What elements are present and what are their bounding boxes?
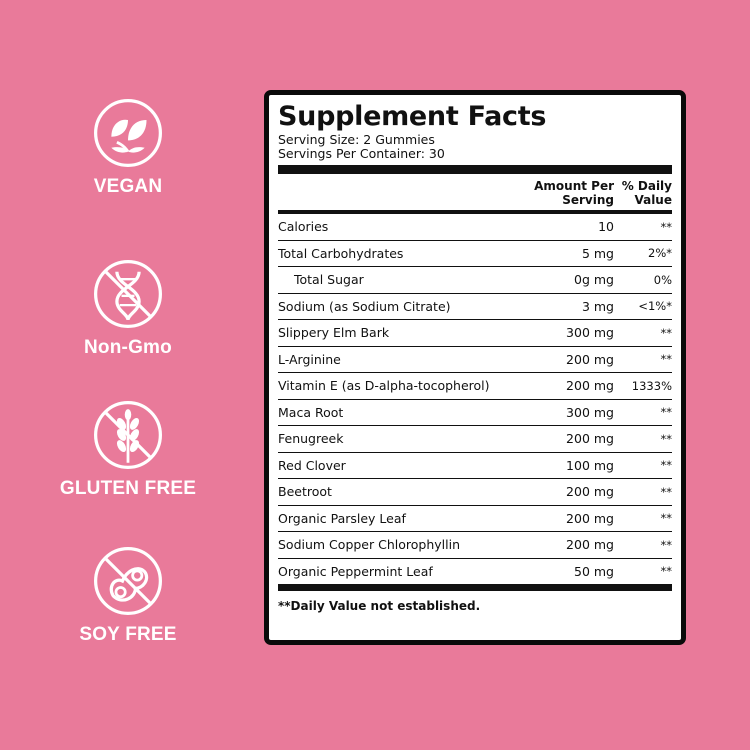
table-row: Organic Parsley Leaf 200 mg ** [278,506,673,532]
gluten-free-label: GLUTEN FREE [59,478,197,499]
table-row: Slippery Elm Bark 300 mg ** [278,320,672,347]
nutrient-daily-value: ** [660,325,673,340]
gluten-free-badge: GLUTEN FREE [58,398,198,500]
nutrient-name: Fenugreek [278,431,344,447]
table-row: Total Sugar 0g mg 0% [278,267,672,294]
nutrient-amount: 200 mg [566,351,614,367]
bottom-divider [278,585,672,591]
nutrient-daily-value: ** [660,537,673,552]
non-gmo-badge: Non-Gmo [58,257,198,359]
nutrient-amount: 200 mg [566,484,614,500]
wheat-crossed-icon [94,401,162,469]
nutrient-amount: 200 mg [566,431,614,447]
facts-title: Supplement Facts [278,101,547,132]
nutrient-daily-value: 2%* [648,246,672,261]
table-row: Sodium (as Sodium Citrate) 3 mg <1%* [278,294,672,320]
nutrient-daily-value: ** [660,484,673,499]
nutrient-daily-value: ** [660,564,673,579]
nutrient-daily-value: ** [660,458,673,473]
table-row: Calories 10 ** [278,214,672,241]
nutrient-name: Organic Peppermint Leaf [278,563,433,579]
table-row: Sodium Copper Chlorophyllin 200 mg ** [278,532,672,559]
nutrient-name: Calories [278,219,329,235]
nutrient-amount: 200 mg [566,510,614,526]
table-row: Beetroot 200 mg ** [278,479,672,506]
nutrient-amount: 3 mg [581,298,614,314]
table-row: Red Clover 100 mg ** [278,453,673,479]
nutrient-daily-value: 1333% [631,378,672,393]
amount-header-line-1: Amount Per [534,179,614,193]
soybean-crossed-icon [94,547,162,615]
servings-per-container: Servings Per Container: 30 [278,146,445,161]
nutrient-name: L-Arginine [278,351,341,367]
dv-header-line-1: % Daily [621,179,672,193]
table-row: L-Arginine 200 mg ** [278,347,673,373]
footnote: **Daily Value not established. [278,599,481,613]
nutrient-name: Sodium (as Sodium Citrate) [278,298,451,314]
table-row: Total Carbohydrates 5 mg 2%* [278,241,672,267]
nutrient-amount: 100 mg [566,457,614,473]
nutrient-daily-value: ** [660,352,673,367]
header-divider [278,210,672,214]
column-header: Amount Per Serving % Daily Value [278,174,672,210]
nutrient-name: Vitamin E (as D-alpha-tocopherol) [278,378,490,394]
leaf-icon [94,99,162,167]
nutrient-name: Total Sugar [294,272,364,288]
nutrient-daily-value: <1%* [638,299,672,314]
dna-crossed-icon [94,260,162,328]
nutrient-daily-value: ** [660,405,673,420]
nutrient-name: Slippery Elm Bark [278,325,390,341]
nutrient-amount: 0g mg [574,272,614,288]
soy-free-badge: SOY FREE [58,544,198,646]
serving-size: Serving Size: 2 Gummies [278,132,435,147]
non-gmo-label: Non-Gmo [84,337,172,358]
vegan-badge: VEGAN [58,96,198,198]
nutrient-amount: 50 mg [574,563,614,579]
vegan-label: VEGAN [93,176,163,197]
table-row: Fenugreek 200 mg ** [278,426,672,453]
nutrient-name: Organic Parsley Leaf [278,510,406,526]
amount-header-line-2: Serving [562,193,614,207]
table-row: Organic Peppermint Leaf 50 mg ** [278,559,673,585]
amount-column-header: Amount Per Serving [502,179,614,207]
nutrient-name: Sodium Copper Chlorophyllin [278,537,460,553]
nutrient-daily-value: ** [660,219,673,234]
facts-table: Calories 10 ** Total Carbohydrates 5 mg 2%* To… [278,214,672,585]
nutrient-daily-value: ** [660,511,673,526]
nutrient-name: Total Carbohydrates [278,245,404,261]
nutrient-daily-value: ** [660,431,673,446]
nutrient-name: Red Clover [278,457,346,473]
nutrient-amount: 300 mg [566,325,614,341]
dv-header-line-2: Value [634,193,672,207]
nutrient-name: Beetroot [278,484,332,500]
nutrient-name: Maca Root [278,404,344,420]
thick-divider [278,165,672,174]
nutrient-amount: 5 mg [581,245,614,261]
nutrient-amount: 10 [598,219,614,235]
nutrient-amount: 200 mg [566,537,614,553]
table-row: Vitamin E (as D-alpha-tocopherol) 200 mg 1… [278,373,672,400]
soy-free-label: SOY FREE [79,624,177,645]
nutrient-amount: 200 mg [566,378,614,394]
nutrient-amount: 300 mg [566,404,614,420]
table-row: Maca Root 300 mg ** [278,400,673,426]
nutrient-daily-value: 0% [653,272,672,287]
daily-value-column-header: % Daily Value [614,179,672,207]
supplement-facts-panel: Supplement Facts Serving Size: 2 Gummies… [264,90,686,645]
